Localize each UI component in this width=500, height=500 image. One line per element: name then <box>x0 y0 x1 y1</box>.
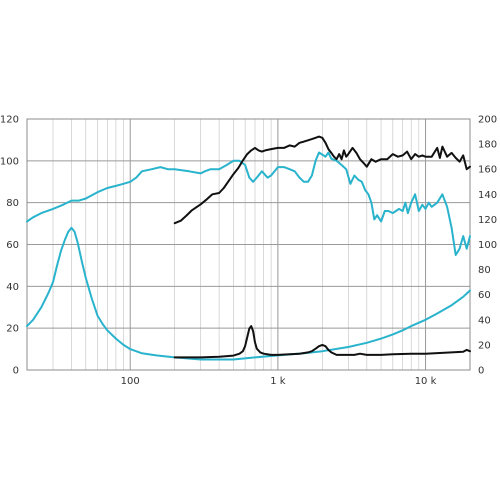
x-tick-label: 100 <box>121 376 140 387</box>
y-tick-label-right: 20 <box>478 340 491 351</box>
left-axis-ticks: 0 20 40 60 80 100 120 <box>0 115 19 377</box>
y-tick-label-left: 40 <box>6 282 19 293</box>
x-tick-label: 10 k <box>415 376 437 387</box>
series-line-1 <box>26 151 471 256</box>
series-line-3 <box>26 226 471 361</box>
y-tick-label-left: 20 <box>6 324 19 335</box>
y-tick-label-right: 140 <box>478 190 497 201</box>
y-tick-label-left: 80 <box>6 198 19 209</box>
y-tick-label-left: 60 <box>6 240 19 251</box>
y-tick-label-left: 0 <box>13 366 19 377</box>
y-tick-label-right: 200 <box>478 115 497 126</box>
x-tick-label: 1 k <box>270 376 286 387</box>
series-line-2 <box>173 135 471 225</box>
right-axis-ticks: 0 20 40 60 80 100 120 140 160 180 200 <box>478 115 497 377</box>
plot-frame <box>26 118 471 371</box>
y-tick-label-right: 60 <box>478 290 491 301</box>
y-tick-label-right: 160 <box>478 165 497 176</box>
series-layer <box>26 135 471 361</box>
y-tick-label-right: 40 <box>478 315 491 326</box>
y-tick-label-left: 100 <box>0 156 19 167</box>
y-tick-label-right: 0 <box>478 366 484 377</box>
y-tick-label-left: 120 <box>0 115 19 126</box>
y-tick-label-right: 180 <box>478 140 497 151</box>
y-tick-label-right: 80 <box>478 265 491 276</box>
series-line-4 <box>173 325 471 359</box>
y-tick-label-right: 120 <box>478 215 497 226</box>
x-axis-ticks: 100 1 k 10 k <box>121 376 437 387</box>
y-tick-label-right: 100 <box>478 240 497 251</box>
